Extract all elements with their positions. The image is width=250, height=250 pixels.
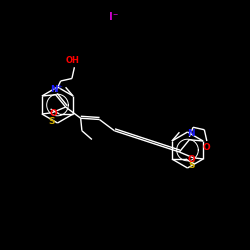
Text: I⁻: I⁻ bbox=[109, 12, 118, 22]
Text: OH: OH bbox=[66, 56, 79, 65]
Text: N: N bbox=[187, 129, 194, 138]
Text: O: O bbox=[188, 154, 195, 164]
Text: S: S bbox=[49, 116, 55, 126]
Text: N: N bbox=[50, 84, 58, 94]
Text: O: O bbox=[203, 144, 211, 152]
Text: +: + bbox=[57, 84, 62, 90]
Text: S: S bbox=[188, 162, 195, 170]
Text: O: O bbox=[50, 110, 58, 118]
